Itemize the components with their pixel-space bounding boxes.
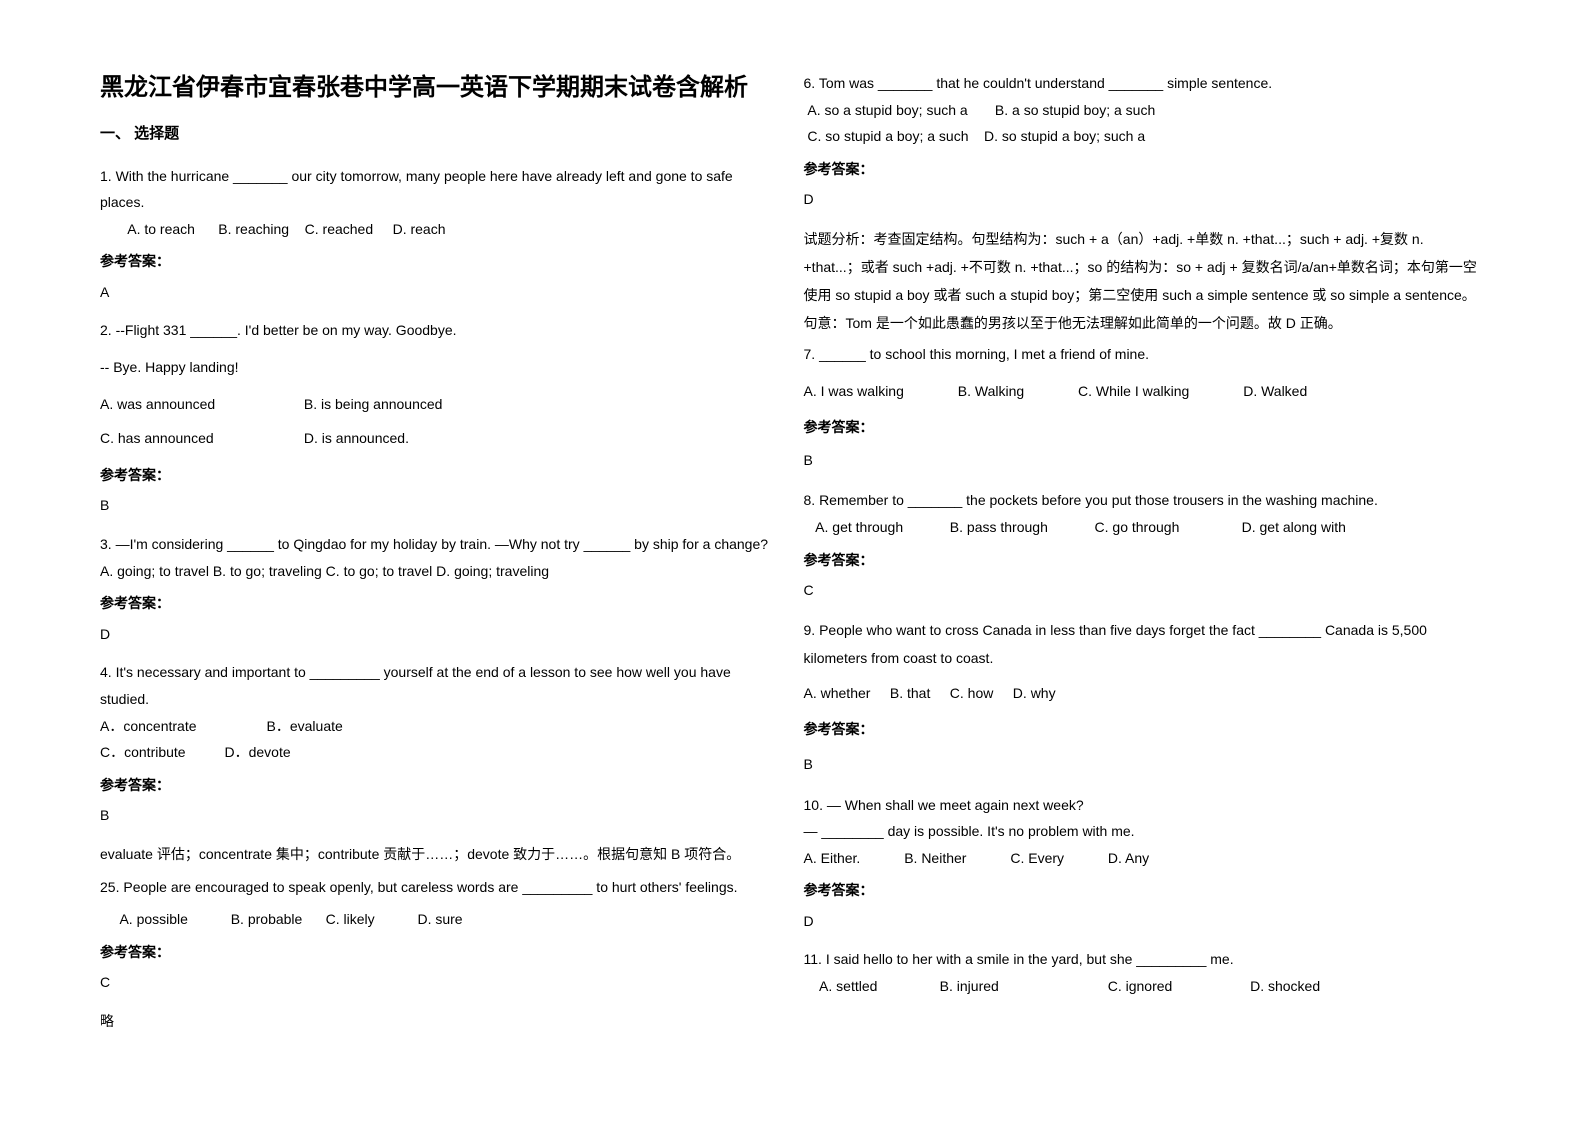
question-9: 9. People who want to cross Canada in le… xyxy=(804,616,1478,707)
question-8: 8. Remember to _______ the pockets befor… xyxy=(804,487,1478,540)
answer-label: 参考答案： xyxy=(804,156,1478,183)
option-a: A. I was walking xyxy=(804,378,904,405)
answer-value: D xyxy=(804,908,1478,935)
option-d: D. Walked xyxy=(1243,378,1307,405)
answer-value: C xyxy=(804,577,1478,604)
answer-value: B xyxy=(100,802,774,829)
question-line2: — ________ day is possible. It's no prob… xyxy=(804,818,1478,845)
question-text: 3. —I'm considering ______ to Qingdao fo… xyxy=(100,531,774,558)
option-b: B. Walking xyxy=(958,378,1024,405)
document-title: 黑龙江省伊春市宜春张巷中学高一英语下学期期末试卷含解析 xyxy=(100,70,774,106)
question-6: 6. Tom was _______ that he couldn't unde… xyxy=(804,70,1478,150)
question-text: 25. People are encouraged to speak openl… xyxy=(100,874,774,901)
option-c: C. Every xyxy=(1010,845,1064,872)
answer-label: 参考答案： xyxy=(804,877,1478,904)
question-options: A．concentrate B．evaluate xyxy=(100,713,774,740)
question-text: 1. With the hurricane _______ our city t… xyxy=(100,163,774,216)
question-options: C. so stupid a boy; a such D. so stupid … xyxy=(804,123,1478,150)
option-d: D. is announced. xyxy=(304,430,409,446)
option-c: C. has announced xyxy=(100,425,300,452)
answer-label: 参考答案： xyxy=(100,462,774,489)
question-7: 7. ______ to school this morning, I met … xyxy=(804,341,1478,404)
answer-label: 参考答案： xyxy=(804,414,1478,441)
question-options: A. get through B. pass through C. go thr… xyxy=(804,514,1478,541)
answer-label: 参考答案： xyxy=(100,590,774,617)
option-d: D. Any xyxy=(1108,845,1149,872)
question-line2: -- Bye. Happy landing! xyxy=(100,354,774,381)
question-options: A. settled B. injured C. ignored D. shoc… xyxy=(804,973,1478,1000)
question-2: 2. --Flight 331 ______. I'd better be on… xyxy=(100,317,774,451)
question-options: A. I was walking B. Walking C. While I w… xyxy=(804,378,1478,405)
question-options: A. so a stupid boy; such a B. a so stupi… xyxy=(804,97,1478,124)
question-text: 2. --Flight 331 ______. I'd better be on… xyxy=(100,317,774,344)
question-5: 25. People are encouraged to speak openl… xyxy=(100,874,774,933)
question-options: A. Either. B. Neither C. Every D. Any xyxy=(804,845,1478,872)
explanation: evaluate 评估；concentrate 集中；contribute 贡献… xyxy=(100,841,774,868)
answer-value: B xyxy=(804,751,1478,778)
answer-label: 参考答案： xyxy=(100,939,774,966)
question-options: A. possible B. probable C. likely D. sur… xyxy=(100,906,774,933)
option-b: B. is being announced xyxy=(304,396,443,412)
answer-label: 参考答案： xyxy=(804,547,1478,574)
question-text: 8. Remember to _______ the pockets befor… xyxy=(804,487,1478,514)
question-4: 4. It's necessary and important to _____… xyxy=(100,659,774,765)
left-column: 黑龙江省伊春市宜春张巷中学高一英语下学期期末试卷含解析 一、 选择题 1. Wi… xyxy=(100,70,804,1082)
answer-value: D xyxy=(100,621,774,648)
question-text: 7. ______ to school this morning, I met … xyxy=(804,341,1478,368)
option-b: B. Neither xyxy=(904,845,966,872)
question-options: C. has announced D. is announced. xyxy=(100,425,774,452)
answer-value: B xyxy=(100,492,774,519)
question-text: 6. Tom was _______ that he couldn't unde… xyxy=(804,70,1478,97)
answer-value: D xyxy=(804,186,1478,213)
question-options: C．contribute D．devote xyxy=(100,739,774,766)
option-a: A. was announced xyxy=(100,391,300,418)
question-1: 1. With the hurricane _______ our city t… xyxy=(100,163,774,243)
section-heading: 一、 选择题 xyxy=(100,120,774,149)
question-3: 3. —I'm considering ______ to Qingdao fo… xyxy=(100,531,774,584)
answer-label: 参考答案： xyxy=(100,248,774,275)
option-a: A. Either. xyxy=(804,845,861,872)
question-options: A. going; to travel B. to go; traveling … xyxy=(100,558,774,585)
answer-value: B xyxy=(804,447,1478,474)
question-text: 10. — When shall we meet again next week… xyxy=(804,792,1478,819)
right-column: 6. Tom was _______ that he couldn't unde… xyxy=(804,70,1508,1082)
answer-label: 参考答案： xyxy=(100,772,774,799)
option-c: C. While I walking xyxy=(1078,378,1189,405)
question-text: 9. People who want to cross Canada in le… xyxy=(804,616,1478,672)
answer-label: 参考答案： xyxy=(804,716,1478,743)
extra-note: 略 xyxy=(100,1008,774,1035)
question-10: 10. — When shall we meet again next week… xyxy=(804,792,1478,872)
question-options: A. whether B. that C. how D. why xyxy=(804,680,1478,707)
question-options: A. was announced B. is being announced xyxy=(100,391,774,418)
explanation: 试题分析：考查固定结构。句型结构为：such + a（an）+adj. +单数 … xyxy=(804,225,1478,337)
question-11: 11. I said hello to her with a smile in … xyxy=(804,946,1478,999)
question-options: A. to reach B. reaching C. reached D. re… xyxy=(100,216,774,243)
answer-value: A xyxy=(100,279,774,306)
answer-value: C xyxy=(100,969,774,996)
question-text: 11. I said hello to her with a smile in … xyxy=(804,946,1478,973)
question-text: 4. It's necessary and important to _____… xyxy=(100,659,774,712)
